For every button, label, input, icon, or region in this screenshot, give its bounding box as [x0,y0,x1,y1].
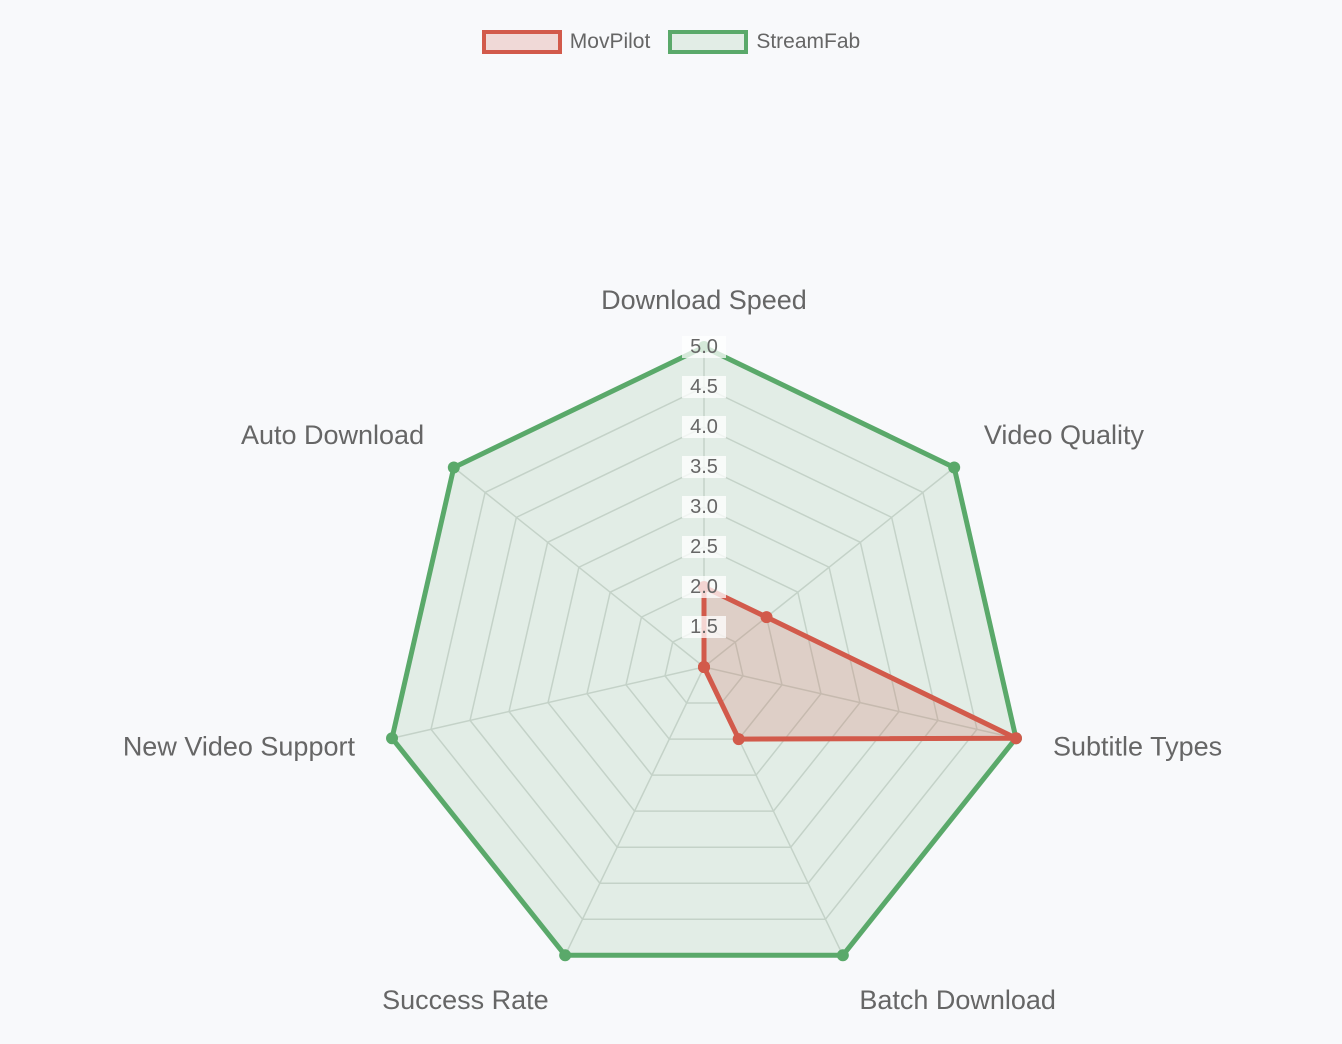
data-point-movpilot [732,733,745,746]
data-point-streamfab [948,461,961,474]
tick-label: 2.5 [690,536,718,558]
tick-label: 2.0 [690,576,718,598]
tick-backdrop [682,496,726,518]
data-point-streamfab [836,949,849,962]
axis-label-batch-download: Batch Download [859,985,1056,1015]
tick-labels: 1.5 2.0 2.5 3.0 3.5 4.0 4.5 5.0 [682,336,726,638]
tick-label: 4.5 [690,376,718,398]
tick-backdrop [682,536,726,558]
tick-label: 3.0 [690,496,718,518]
data-point-streamfab [447,461,460,474]
axis-label-new-video-support: New Video Support [123,732,356,762]
radar-ring [586,546,822,776]
series-layer [386,341,1022,962]
radar-ring [664,626,744,704]
radar-ring [508,466,900,848]
axis-label-download-speed: Download Speed [601,285,807,315]
data-point-streamfab [386,732,399,745]
axis-label-success-rate: Success Rate [382,985,549,1015]
tick-backdrop [682,616,726,638]
tick-backdrop [682,456,726,478]
radar-ring [547,506,861,812]
axis-label-subtitle-types: Subtitle Types [1053,732,1222,762]
tick-label: 1.5 [690,616,718,638]
axis-label-video-quality: Video Quality [984,420,1145,450]
data-point-movpilot [760,611,773,624]
data-point-movpilot [1009,732,1022,745]
tick-backdrop [682,576,726,598]
radar-ring [625,586,783,740]
data-point-movpilot [698,661,710,673]
series-area-movpilot [701,584,1019,742]
axis-label-auto-download: Auto Download [241,420,424,450]
tick-label: 5.0 [690,336,718,358]
tick-backdrop [682,336,726,358]
tick-backdrop [682,416,726,438]
data-point-streamfab [559,949,572,962]
legend-item-movpilot[interactable]: MovPilot [481,30,651,54]
tick-label: 4.0 [690,416,718,438]
legend: MovPilot StreamFab [0,30,1342,54]
tick-label: 3.5 [690,456,718,478]
legend-swatch-streamfab [668,30,749,54]
legend-item-streamfab[interactable]: StreamFab [668,30,860,54]
radar-ring [430,386,978,921]
legend-label-streamfab: StreamFab [756,30,861,53]
legend-swatch-movpilot [481,30,562,54]
tick-backdrop [682,376,726,398]
radar-ring [469,426,939,884]
legend-label-movpilot: MovPilot [569,30,651,53]
axis-labels: Download Speed Video Quality Subtitle Type… [123,285,1222,1015]
